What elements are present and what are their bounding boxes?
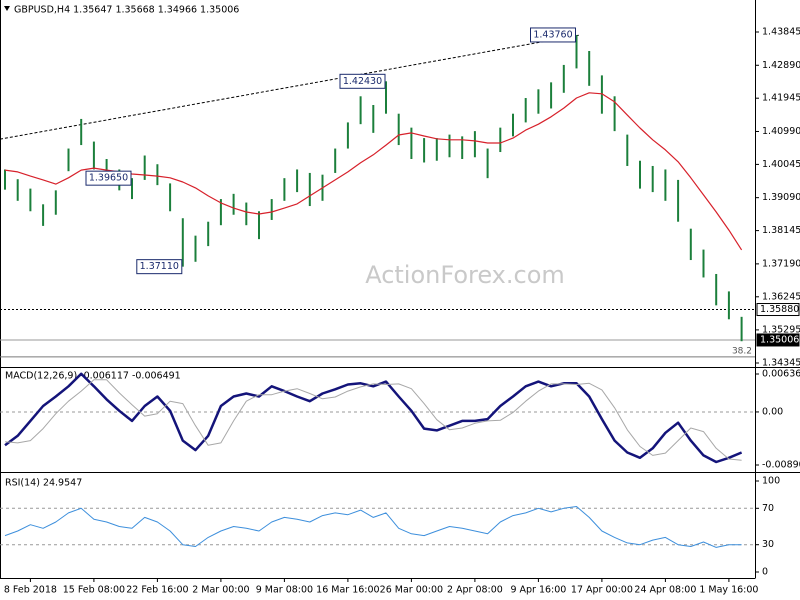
y-tick-label: 0 bbox=[762, 567, 768, 578]
menu-arrow bbox=[4, 6, 10, 11]
price-annotation-box bbox=[530, 27, 576, 43]
price-tag-label: 1.35006 bbox=[760, 334, 799, 345]
macd-title: MACD(12,26,9) -0.006117 -0.006491 bbox=[5, 371, 181, 382]
price-tag bbox=[756, 303, 800, 317]
x-tick-label: 8 Feb 2018 bbox=[4, 585, 57, 596]
y-tick-label: 1.43845 bbox=[762, 27, 800, 38]
x-tick-label: 16 Mar 16:00 bbox=[316, 585, 379, 596]
trend-line bbox=[0, 34, 581, 140]
price-annotation-box bbox=[339, 73, 386, 89]
y-tick-label: 1.39090 bbox=[762, 192, 800, 203]
x-tick-label: 22 Feb 16:00 bbox=[126, 585, 188, 596]
x-tick-label: 2 Apr 08:00 bbox=[447, 585, 503, 596]
y-tick-label: 1.40990 bbox=[762, 126, 800, 137]
y-tick-label: 1.34345 bbox=[762, 358, 800, 369]
y-tick-label: 100 bbox=[762, 476, 780, 487]
indicator-line bbox=[4, 372, 743, 464]
y-tick-label: 70 bbox=[762, 503, 774, 514]
rsi-title: RSI(14) 24.9547 bbox=[5, 478, 82, 489]
price-annotation-box bbox=[85, 170, 132, 186]
indicator-line bbox=[4, 379, 742, 461]
price-annotation: 1.39650 bbox=[89, 173, 128, 184]
price-annotation-box bbox=[136, 259, 183, 275]
y-tick-label: 0.006368 bbox=[762, 369, 800, 380]
price-annotation: 1.37110 bbox=[140, 261, 179, 272]
y-tick-label: 30 bbox=[762, 539, 774, 550]
indicator-line bbox=[4, 506, 742, 548]
watermark: ActionForex.com bbox=[365, 261, 565, 289]
y-tick-label: 1.37190 bbox=[762, 258, 800, 269]
fib-label: 38.2 bbox=[732, 346, 752, 356]
x-tick-label: 15 Feb 08:00 bbox=[63, 585, 125, 596]
y-tick-label: 1.36245 bbox=[762, 291, 800, 302]
y-tick-label: 1.42890 bbox=[762, 60, 800, 71]
x-tick-label: 2 Mar 00:00 bbox=[192, 585, 249, 596]
x-tick-label: 1 May 16:00 bbox=[699, 585, 758, 596]
price-annotation: 1.43760 bbox=[533, 29, 572, 40]
price-tag-label: 1.35880 bbox=[760, 304, 799, 315]
x-tick-label: 24 Apr 08:00 bbox=[634, 585, 696, 596]
y-tick-label: 1.38145 bbox=[762, 225, 800, 236]
x-tick-label: 17 Apr 00:00 bbox=[571, 585, 633, 596]
y-tick-label: 1.41945 bbox=[762, 93, 800, 104]
y-tick-label: 1.40045 bbox=[762, 159, 800, 170]
x-tick-label: 9 Apr 16:00 bbox=[510, 585, 566, 596]
y-tick-label: 1.35295 bbox=[762, 324, 800, 335]
y-tick-label: 0.00 bbox=[762, 406, 783, 417]
x-tick-label: 26 Mar 00:00 bbox=[380, 585, 443, 596]
y-tick-label: -0.008903 bbox=[762, 460, 800, 471]
x-tick-label: 9 Mar 08:00 bbox=[256, 585, 313, 596]
price-tag bbox=[756, 333, 800, 347]
price-annotation: 1.42430 bbox=[343, 76, 382, 87]
chart-title: GBPUSD,H4 1.35647 1.35668 1.34966 1.3500… bbox=[14, 5, 239, 16]
